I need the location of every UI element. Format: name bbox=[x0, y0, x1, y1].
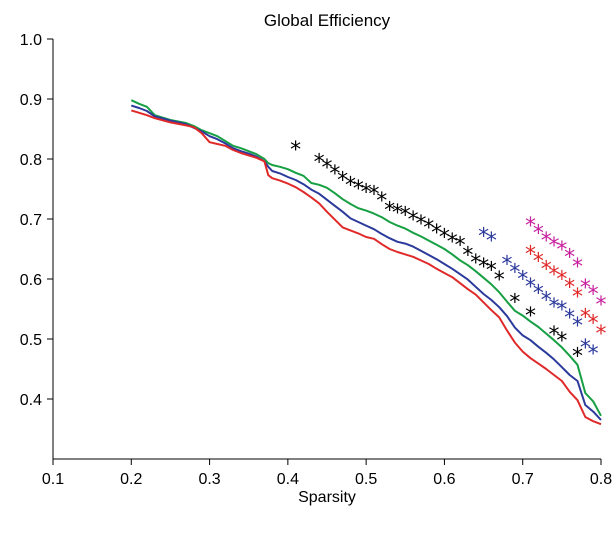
x-axis-label: Sparsity bbox=[298, 489, 356, 506]
asterisk-marker: * bbox=[596, 322, 607, 347]
x-tick-label: 0.5 bbox=[355, 471, 377, 488]
series-line-2 bbox=[131, 104, 602, 421]
x-tick-label: 0.4 bbox=[277, 471, 299, 488]
marker-series-4: ********** bbox=[525, 214, 606, 318]
asterisk-marker: * bbox=[564, 245, 575, 270]
asterisk-marker: * bbox=[580, 336, 591, 361]
asterisk-marker: * bbox=[525, 275, 536, 300]
asterisk-marker: * bbox=[345, 173, 356, 198]
asterisk-marker: * bbox=[541, 257, 552, 282]
asterisk-marker: * bbox=[572, 255, 583, 280]
asterisk-marker: * bbox=[556, 329, 567, 354]
asterisk-marker: * bbox=[509, 260, 520, 285]
marker-series-3: ********** bbox=[525, 242, 606, 347]
asterisk-marker: * bbox=[400, 203, 411, 228]
asterisk-marker: * bbox=[549, 295, 560, 320]
x-axis-ticks: 0.1 0.2 0.3 0.4 0.5 0.6 0.7 0.8 bbox=[42, 459, 612, 488]
asterisk-marker: * bbox=[580, 276, 591, 301]
asterisk-marker: * bbox=[368, 182, 379, 207]
asterisk-marker: * bbox=[494, 268, 505, 293]
y-tick-label: 1.0 bbox=[20, 32, 42, 49]
y-tick-label: 0.9 bbox=[20, 92, 42, 109]
asterisk-marker: * bbox=[290, 138, 301, 163]
asterisk-marker: * bbox=[588, 311, 599, 336]
asterisk-marker: * bbox=[392, 201, 403, 226]
asterisk-marker: * bbox=[556, 298, 567, 323]
series-line-3 bbox=[131, 109, 602, 426]
asterisk-marker: * bbox=[322, 156, 333, 181]
asterisk-marker: * bbox=[384, 199, 395, 224]
x-tick-label: 0.7 bbox=[512, 471, 534, 488]
marker-series-1: ****************************** bbox=[290, 138, 583, 369]
x-tick-label: 0.1 bbox=[42, 471, 64, 488]
asterisk-marker: * bbox=[486, 259, 497, 284]
marker-points: ****************************************… bbox=[290, 138, 606, 369]
asterisk-marker: * bbox=[556, 238, 567, 263]
asterisk-marker: * bbox=[525, 242, 536, 267]
y-tick-label: 0.6 bbox=[20, 272, 42, 289]
x-tick-label: 0.3 bbox=[198, 471, 220, 488]
asterisk-marker: * bbox=[525, 304, 536, 329]
series-line-1 bbox=[130, 99, 602, 417]
asterisk-marker: * bbox=[533, 250, 544, 275]
asterisk-marker: * bbox=[572, 344, 583, 369]
asterisk-marker: * bbox=[533, 221, 544, 246]
y-tick-label: 0.5 bbox=[20, 332, 42, 349]
asterisk-marker: * bbox=[549, 263, 560, 288]
asterisk-marker: * bbox=[549, 323, 560, 348]
asterisk-marker: * bbox=[580, 305, 591, 330]
asterisk-marker: * bbox=[353, 177, 364, 202]
asterisk-marker: * bbox=[415, 212, 426, 237]
asterisk-marker: * bbox=[455, 233, 466, 258]
asterisk-marker: * bbox=[376, 189, 387, 214]
asterisk-marker: * bbox=[478, 224, 489, 249]
asterisk-marker: * bbox=[431, 221, 442, 246]
asterisk-marker: * bbox=[564, 275, 575, 300]
x-tick-label: 0.6 bbox=[433, 471, 455, 488]
y-tick-label: 0.8 bbox=[20, 152, 42, 169]
asterisk-marker: * bbox=[533, 281, 544, 306]
y-tick-label: 0.7 bbox=[20, 212, 42, 229]
asterisk-marker: * bbox=[314, 151, 325, 176]
asterisk-marker: * bbox=[439, 226, 450, 251]
asterisk-marker: * bbox=[470, 251, 481, 276]
asterisk-marker: * bbox=[549, 234, 560, 259]
asterisk-marker: * bbox=[408, 208, 419, 233]
asterisk-marker: * bbox=[596, 293, 607, 318]
asterisk-marker: * bbox=[361, 181, 372, 206]
asterisk-marker: * bbox=[517, 268, 528, 293]
asterisk-marker: * bbox=[509, 290, 520, 315]
asterisk-marker: * bbox=[556, 268, 567, 293]
asterisk-marker: * bbox=[572, 285, 583, 310]
asterisk-marker: * bbox=[329, 162, 340, 187]
asterisk-marker: * bbox=[588, 283, 599, 308]
asterisk-marker: * bbox=[337, 169, 348, 194]
asterisk-marker: * bbox=[502, 253, 513, 278]
asterisk-marker: * bbox=[478, 255, 489, 280]
y-axis-ticks: 0.4 0.5 0.6 0.7 0.8 0.9 1.0 bbox=[20, 32, 53, 409]
asterisk-marker: * bbox=[462, 244, 473, 269]
x-tick-label: 0.8 bbox=[590, 471, 612, 488]
asterisk-marker: * bbox=[486, 229, 497, 254]
asterisk-marker: * bbox=[564, 306, 575, 331]
asterisk-marker: * bbox=[525, 214, 536, 239]
y-tick-label: 0.4 bbox=[20, 392, 42, 409]
asterisk-marker: * bbox=[572, 314, 583, 339]
x-tick-label: 0.2 bbox=[120, 471, 142, 488]
series-lines bbox=[130, 99, 602, 426]
chart-title: Global Efficiency bbox=[264, 11, 391, 30]
asterisk-marker: * bbox=[447, 230, 458, 255]
asterisk-marker: * bbox=[541, 289, 552, 314]
asterisk-marker: * bbox=[423, 216, 434, 241]
asterisk-marker: * bbox=[588, 342, 599, 367]
marker-series-2: ************** bbox=[478, 224, 599, 367]
asterisk-marker: * bbox=[541, 229, 552, 254]
axes bbox=[52, 39, 601, 460]
